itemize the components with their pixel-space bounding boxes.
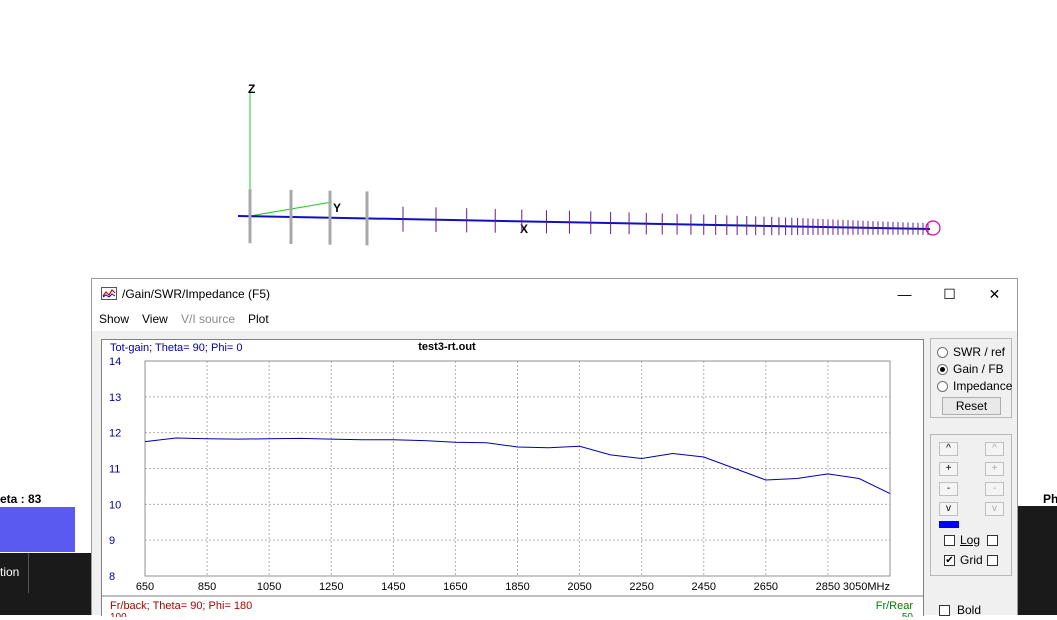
gain-chart: 8 9 10 11 12 13 14 650 850 1050 1250 1450 1650 1850 20…	[102, 341, 923, 620]
x-tick-label: 2050	[567, 581, 591, 593]
antenna-geometry-view: Z Y X	[237, 82, 941, 246]
radio-swr-dot[interactable]	[937, 346, 948, 358]
window-titlebar[interactable]: /Gain/SWR/Impedance (F5) — ☐ ✕	[92, 279, 1017, 309]
plot-border	[144, 360, 891, 577]
radio-gain-fb-dot[interactable]	[937, 363, 948, 375]
series-color-swatch[interactable]	[939, 521, 959, 528]
grid-checkbox-right[interactable]	[987, 555, 998, 566]
menu-plot[interactable]: Plot	[248, 312, 269, 326]
y-tick-label: 13	[109, 392, 121, 404]
radio-gain-fb-label: Gain / FB	[953, 362, 1004, 376]
y-tick-label: 8	[109, 571, 115, 583]
feed-point-marker	[925, 220, 941, 236]
radio-swr[interactable]: SWR / ref	[937, 345, 1005, 359]
x-tick-label: 1050	[257, 581, 281, 593]
y-tick-label: 12	[109, 428, 121, 440]
y-tick-label: 11	[109, 464, 120, 476]
plot-area: 8 9 10 11 12 13 14 650 850 1050 1250 1450 1650 1850 20…	[101, 339, 924, 620]
scale-panel: ^ + - v ^ + - v Log ✔ Grid	[930, 434, 1012, 576]
gain-series-line	[144, 437, 891, 495]
x-tick-label: 850	[198, 581, 216, 593]
log-checkbox-right[interactable]	[987, 535, 998, 546]
mode-panel: SWR / ref Gain / FB Impedance Reset	[930, 338, 1012, 418]
bold-label: Bold	[957, 603, 982, 617]
y-axis-label: Y	[333, 201, 341, 215]
y-tick-label: 9	[109, 535, 115, 547]
y-tick-label: 10	[109, 499, 121, 511]
menu-vi-source: V/I source	[181, 312, 236, 326]
window-title: /Gain/SWR/Impedance (F5)	[122, 287, 271, 301]
fr-rear-label: Fr/Rear	[876, 600, 914, 612]
x-tick-label: 1850	[505, 581, 529, 593]
grid-label: Grid	[960, 553, 983, 567]
reset-button[interactable]: Reset	[942, 397, 1001, 415]
x-tick-label: 1650	[443, 581, 467, 593]
scale-plus-button-right: +	[985, 462, 1004, 476]
z-axis-label: Z	[248, 82, 255, 96]
background-option-label: tion	[0, 565, 20, 579]
x-tick-label: 2650	[754, 581, 778, 593]
background-phi-label: Ph	[1043, 492, 1057, 506]
log-label: Log	[960, 533, 981, 547]
chart-app-icon	[101, 287, 117, 300]
minimize-button[interactable]: —	[897, 286, 912, 302]
scale-up-button-left[interactable]: ^	[939, 442, 958, 456]
x-tick-label: 2250	[629, 581, 653, 593]
chart-title: test3-rt.out	[418, 341, 476, 353]
x-tick-label: 1450	[381, 581, 405, 593]
close-button[interactable]: ✕	[988, 285, 1001, 302]
bold-checkbox[interactable]	[939, 605, 950, 616]
frback-label: Fr/back; Theta= 90; Phi= 180	[110, 600, 252, 612]
y-tick-label: 14	[109, 356, 121, 368]
background-dark-strip	[1018, 506, 1057, 615]
radio-impedance[interactable]: Impedance	[937, 379, 1012, 393]
antenna-elements	[248, 189, 929, 246]
gain-swr-impedance-window: /Gain/SWR/Impedance (F5) — ☐ ✕ Show View…	[91, 278, 1018, 620]
scale-plus-button-left[interactable]: +	[939, 462, 958, 476]
background-separator	[28, 553, 29, 593]
x-tick-label: 1250	[319, 581, 343, 593]
scale-minus-button-right: -	[985, 482, 1004, 496]
grid-checkbox[interactable]: ✔	[944, 555, 955, 566]
maximize-button[interactable]: ☐	[943, 285, 956, 302]
x-tick-label: 2450	[692, 581, 716, 593]
menu-view[interactable]: View	[142, 312, 168, 326]
series-label: Tot-gain; Theta= 90; Phi= 0	[110, 342, 243, 354]
log-checkbox[interactable]	[944, 535, 955, 546]
background-dark-panel	[0, 553, 92, 615]
background-color-swatch	[0, 507, 75, 552]
scale-down-button-right: v	[985, 502, 1004, 516]
scale-minus-button-left[interactable]: -	[939, 482, 958, 496]
scale-down-button-left[interactable]: v	[939, 502, 958, 516]
menu-show[interactable]: Show	[99, 312, 130, 326]
radio-gain-fb[interactable]: Gain / FB	[937, 362, 1004, 376]
x-tick-label: 3050MHz	[843, 581, 890, 593]
x-axis-label: X	[520, 222, 528, 236]
radio-impedance-dot[interactable]	[937, 380, 948, 392]
x-tick-label: 650	[136, 581, 154, 593]
x-tick-label: 2850	[816, 581, 840, 593]
background-theta-label: eta : 83	[0, 492, 42, 506]
radio-swr-label: SWR / ref	[953, 345, 1006, 359]
menu-bar	[92, 309, 1017, 331]
radio-impedance-label: Impedance	[953, 379, 1013, 393]
scale-up-button-right: ^	[985, 442, 1004, 456]
boom-line	[237, 215, 931, 230]
